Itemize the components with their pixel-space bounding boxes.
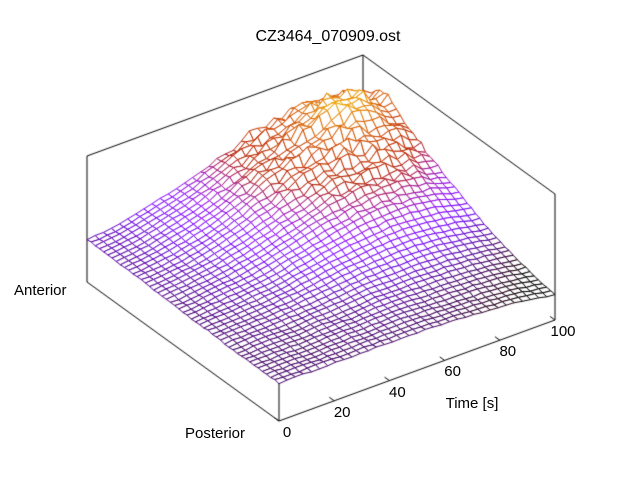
plot-title: CZ3464_070909.ost xyxy=(255,28,401,45)
x-axis-tick-label: 80 xyxy=(499,343,517,361)
x-axis-tick-label: 60 xyxy=(444,363,461,381)
x-axis-tick-label: 0 xyxy=(282,424,292,441)
y-axis-posterior-label: Posterior xyxy=(185,425,246,442)
x-axis-tick-label: 100 xyxy=(550,323,576,340)
x-axis-label: Time [s] xyxy=(445,395,499,412)
x-axis-tick-label: 40 xyxy=(389,383,406,401)
x-axis-tick-label: 20 xyxy=(333,403,351,421)
y-axis-anterior-label: Anterior xyxy=(14,282,67,299)
